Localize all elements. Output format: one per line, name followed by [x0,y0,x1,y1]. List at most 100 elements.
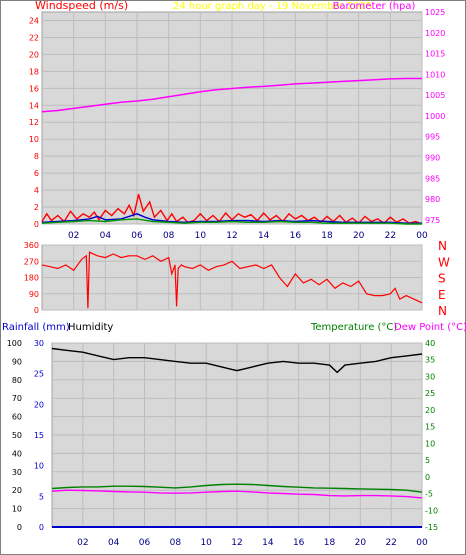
y-tick-label-left: 360 [24,241,39,250]
wind-plot-area: 0246810121416182022249759809859909951000… [29,8,446,241]
rainfall-tick-label: 10 [34,462,44,471]
humidity-tick-label: 30 [12,468,22,477]
y-tick-label-right: 15 [425,423,435,432]
y-tick-label-right: 990 [425,153,440,162]
y-tick-label-right: 985 [425,174,440,183]
y-tick-label-right: -15 [425,523,438,532]
humidity-tick-label: 0 [17,523,22,532]
y-tick-label-left: 180 [24,274,39,283]
compass-label: N [438,304,447,318]
series-line-windspeed-low [41,218,422,225]
y-tick-label-left: 270 [24,257,39,266]
y-tick-label-right: 1000 [425,112,445,121]
humidity-tick-label: 60 [12,413,22,422]
x-tick-label: 10 [200,538,212,548]
rainfall-tick-label: 0 [39,523,44,532]
x-tick-label: 04 [100,231,112,241]
x-tick-label: 20 [353,231,365,241]
y-tick-label-left: 14 [29,101,39,110]
x-tick-label: 02 [77,538,88,548]
y-tick-label-right: 40 [425,339,435,348]
x-tick-label: 16 [293,538,305,548]
y-tick-label-left: 22 [29,33,39,42]
y-tick-label-left: 18 [29,67,39,76]
y-tick-label-left: 4 [34,186,39,195]
y-tick-label-right: 5 [425,456,430,465]
y-tick-label-right: 1005 [425,91,445,100]
x-tick-label: 12 [231,538,242,548]
y-tick-label-right: 975 [425,216,440,225]
x-tick-label: 18 [324,538,336,548]
rainfall-axis-label: Rainfall (mm) [2,322,70,333]
x-tick-label: 16 [290,231,302,241]
series-line-barometer-hpa- [41,77,422,113]
y-tick-label-left: 16 [29,84,39,93]
x-tick-label: 00 [416,231,428,241]
compass-label: E [438,288,446,302]
x-tick-label: 22 [385,231,396,241]
x-tick-label: 18 [321,231,333,241]
y-tick-label-left: 10 [29,135,39,144]
humidity-tick-label: 90 [12,357,22,366]
y-tick-label-right: -10 [425,506,438,515]
x-tick-label: 14 [262,538,274,548]
series-line-temperature-c- [51,483,423,493]
y-tick-label-right: 30 [425,372,435,381]
y-tick-label-right: 10 [425,439,435,448]
barometer-axis-label: Barometer (hpa) [333,1,416,12]
rainfall-tick-label: 15 [34,431,44,440]
x-tick-label: 08 [163,231,175,241]
y-tick-label-left: 6 [34,169,39,178]
series-line-humidity [51,347,423,374]
humidity-tick-label: 20 [12,486,22,495]
x-tick-label: 14 [258,231,270,241]
windspeed-axis-label: Windspeed (m/s) [35,0,128,12]
y-tick-label-right: 980 [425,195,440,204]
y-tick-label-left: 0 [34,220,39,229]
compass-label: N [438,239,447,253]
humidity-tick-label: 10 [12,505,22,514]
rainfall-tick-label: 5 [39,492,44,501]
wind-barometer-panel: Windspeed (m/s) 24 hour graph day - 19 N… [29,0,446,241]
compass-label: W [438,255,450,269]
y-tick-label-right: 0 [425,473,430,482]
rainfall-tick-label: 25 [34,370,44,379]
y-tick-label-left: 90 [29,290,39,299]
x-tick-label: 20 [355,538,367,548]
series-line-wind-direction [41,251,423,309]
temperature-axis-label: Temperature (°C) [310,322,397,333]
series-line-windspeed-average [41,213,422,224]
humidity-tick-label: 80 [12,376,22,385]
y-tick-label-right: -5 [425,490,433,499]
y-tick-label-left: 12 [29,118,39,127]
y-tick-label-left: 8 [34,152,39,161]
y-tick-label-right: 1015 [425,50,445,59]
series-line-dew-point-c- [51,489,423,499]
humidity-tick-label: 50 [12,431,22,440]
graph-title: 24 hour graph day - 19 November 2025 [173,1,372,12]
x-tick-label: 06 [131,231,143,241]
x-tick-label: 00 [416,538,428,548]
y-tick-label-left: 20 [29,50,39,59]
x-tick-label: 12 [226,231,237,241]
y-tick-label-left: 24 [29,16,39,25]
y-tick-label-right: 35 [425,356,435,365]
y-tick-label-right: 25 [425,389,435,398]
x-tick-label: 06 [139,538,151,548]
humidity-tick-label: 40 [12,449,22,458]
x-tick-label: 22 [385,538,396,548]
x-tick-label: 10 [195,231,207,241]
rain-humidity-temp-panel: Rainfall (mm) Humidity Temperature (°C) … [2,322,466,548]
y-tick-label-right: 1020 [425,29,445,38]
x-tick-label: 02 [68,231,79,241]
y-tick-label-right: 20 [425,406,435,415]
humidity-tick-label: 70 [12,394,22,403]
y-tick-label-left: 0 [34,306,39,315]
humidity-tick-label: 100 [7,339,22,348]
rainfall-tick-label: 30 [34,339,44,348]
x-tick-label: 08 [170,538,182,548]
rainfall-tick-label: 20 [34,400,44,409]
